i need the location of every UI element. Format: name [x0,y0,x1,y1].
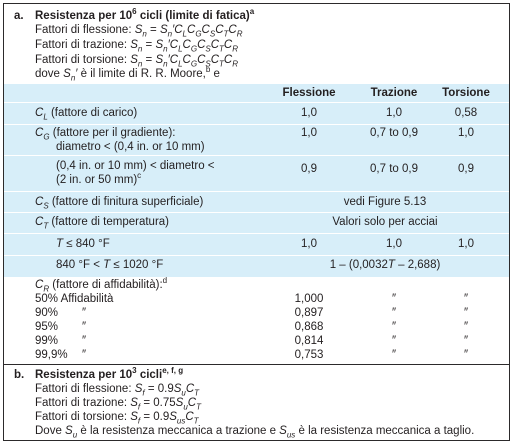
row-t-low-torsione: 1,0 [436,238,496,251]
row-cg-large-trazione: 0,7 to 0,9 [354,163,434,176]
row-cr-90-label: 90% [35,307,58,320]
section-b-bending-formula: Fattori di flessione: Sf = 0.9SuCT [35,383,199,396]
row-cr-95-trazione: ″ [354,321,434,334]
row-cr-999-flessione: 0,753 [274,349,344,362]
section-a-moore-note: dove Sn′ è il limite di R. R. Moore,b e [35,68,220,81]
row-cg-small: CG (fattore per il gradiente): diametro … [4,125,509,155]
row-cr-99-mark: ″ [82,335,86,348]
row-ct-label: CT (fattore di temperatura) [35,216,169,229]
row-cr-999-trazione: ″ [354,349,434,362]
row-cr-label: CR (fattore di affidabilità):d [35,279,167,292]
row-t-low: T ≤ 840 °F 1,0 1,0 1,0 [4,234,509,255]
row-cs-label: CS (fattore di finitura superficiale) [35,196,203,209]
fatigue-strength-table: a. Resistenza per 106 cicli (limite di f… [3,3,510,441]
row-cr-50-trazione: ″ [354,293,434,306]
row-t-high: 840 °F < T ≤ 1020 °F 1 – (0,0032T – 2,68… [4,256,509,277]
section-b-title: Resistenza per 103 ciclie, f, g [35,369,183,382]
row-cg-small-flessione: 1,0 [274,127,344,140]
row-cg-large-label2: (2 in. or 50 mm)c [56,174,141,187]
row-cg-large-torsione: 0,9 [436,163,496,176]
row-cr-50-torsione: ″ [436,293,496,306]
row-cr-99-trazione: ″ [354,335,434,348]
row-cr-95-label: 95% [35,321,58,334]
section-b-definition: Dove Su è la resistenza meccanica a traz… [35,425,474,438]
section-a-title: Resistenza per 106 cicli (limite di fati… [35,10,254,23]
section-a-letter: a. [14,10,24,23]
row-cr-95-torsione: ″ [436,321,496,334]
row-cr-99-label: 99% [35,335,58,348]
section-b-letter: b. [14,369,24,382]
section-b-torsion-formula: Fattori di torsione: Sf = 0.9SusCT [35,411,199,424]
row-cr-90-flessione: 0,897 [274,307,344,320]
row-cr-999-label: 99,9% [35,349,68,362]
row-cl-flessione: 1,0 [274,107,344,120]
section-b-tension-formula: Fattori di trazione: Sf = 0.75SuCT [35,397,201,410]
row-cs: CS (fattore di finitura superficiale) ve… [4,192,509,212]
row-cl: CL (fattore di carico) 1,0 1,0 0,58 [4,103,509,124]
row-cr-90-trazione: ″ [354,307,434,320]
row-t-low-trazione: 1,0 [354,238,434,251]
row-cs-value: vedi Figure 5.13 [274,196,496,209]
row-cr-95-mark: ″ [82,321,86,334]
row-t-low-label: T ≤ 840 °F [56,238,110,251]
row-cg-label: CG (fattore per il gradiente): [35,127,175,140]
row-cr-50-flessione: 1,000 [274,293,344,306]
section-a-bending-formula: Fattori di flessione: Sn = Sn′CLCGCSCTCR [35,24,243,37]
row-cg-large: (0,4 in. or 10 mm) < diametro < (2 in. o… [4,156,509,191]
row-ct-value: Valori solo per acciai [274,216,496,229]
row-cl-torsione: 0,58 [436,107,496,120]
row-t-high-value: 1 – (0,0032T – 2,688) [274,259,496,272]
row-cr-90-torsione: ″ [436,307,496,320]
section-a-header: a. Resistenza per 106 cicli (limite di f… [4,4,509,84]
row-cg-small-label: diametro < (0,4 in. or 10 mm) [56,141,205,154]
row-cg-small-trazione: 0,7 to 0,9 [354,127,434,140]
col-header-flessione: Flessione [274,87,344,100]
row-cl-label: CL (fattore di carico) [35,107,137,120]
row-cr-90-mark: ″ [82,307,86,320]
row-cg-small-torsione: 1,0 [436,127,496,140]
row-cr-99-torsione: ″ [436,335,496,348]
row-cr-99-flessione: 0,814 [274,335,344,348]
col-header-torsione: Torsione [436,87,496,100]
row-t-low-flessione: 1,0 [274,238,344,251]
row-cr-999-mark: ″ [82,349,86,362]
col-header-trazione: Trazione [354,87,434,100]
column-header-row: Flessione Trazione Torsione [4,84,509,102]
section-a-tension-formula: Fattori di trazione: Sn = Sn′CLCGCSCTCR [35,39,238,52]
row-cr-50-label: 50% Affidabilità [35,293,113,306]
row-cr-999-torsione: ″ [436,349,496,362]
row-cr: CR (fattore di affidabilità):d 50% Affid… [4,278,509,362]
section-b: b. Resistenza per 103 ciclie, f, g Fatto… [4,365,509,441]
row-t-high-label: 840 °F < T ≤ 1020 °F [56,259,163,272]
row-cg-large-flessione: 0,9 [274,163,344,176]
row-ct: CT (fattore di temperatura) Valori solo … [4,213,509,233]
row-cr-95-flessione: 0,868 [274,321,344,334]
row-cg-large-label1: (0,4 in. or 10 mm) < diametro < [56,160,215,173]
row-cl-trazione: 1,0 [354,107,434,120]
